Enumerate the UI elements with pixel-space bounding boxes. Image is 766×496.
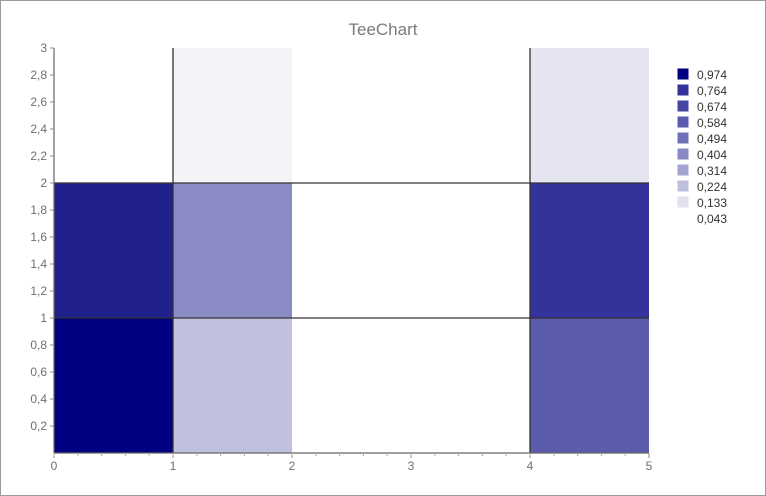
x-tick-label: 1 (170, 459, 177, 473)
heatmap-cell (292, 318, 530, 453)
y-tick-label: 1 (40, 311, 47, 325)
legend-label: 0,224 (697, 180, 727, 194)
heatmap-cell (173, 318, 292, 453)
heatmap-cell (54, 48, 173, 183)
x-tick-label: 0 (51, 459, 58, 473)
x-tick-label: 5 (646, 459, 653, 473)
heatmap-cell (530, 183, 649, 318)
y-tick-label: 2,6 (30, 95, 47, 109)
legend-swatch (678, 213, 688, 223)
heatmap-cells (54, 48, 649, 453)
y-tick-label: 0,6 (30, 365, 47, 379)
axes (53, 48, 649, 454)
legend-swatch (677, 196, 689, 208)
legend-swatch (677, 164, 689, 176)
legend-label: 0,764 (697, 84, 727, 98)
heatmap-cell (530, 318, 649, 453)
y-tick-label: 1,2 (30, 284, 47, 298)
legend-swatch (677, 180, 689, 192)
y-tick-label: 3 (40, 41, 47, 55)
y-tick-label: 2,8 (30, 68, 47, 82)
legend-label: 0,043 (697, 212, 727, 226)
heatmap-cell (54, 183, 173, 318)
legend-label: 0,674 (697, 100, 727, 114)
y-tick-label: 1,8 (30, 203, 47, 217)
y-tick-label: 0,4 (30, 392, 47, 406)
legend-label: 0,584 (697, 116, 727, 130)
legend-label: 0,974 (697, 68, 727, 82)
legend-label: 0,133 (697, 196, 727, 210)
heatmap-cell (173, 183, 292, 318)
legend-swatch (677, 132, 689, 144)
legend: 0,974 0,764 0,674 0,584 0,494 0,404 0,314 0,224… (677, 68, 727, 226)
legend-label: 0,314 (697, 164, 727, 178)
heatmap-cell (530, 48, 649, 183)
legend-swatch (677, 100, 689, 112)
chart-title: TeeChart (348, 20, 418, 39)
x-tick-label: 2 (289, 459, 296, 473)
x-tick-label: 4 (527, 459, 534, 473)
x-axis-ticks: 0 1 2 3 4 5 (51, 453, 653, 473)
heatmap-cell (292, 183, 530, 318)
heatmap-cell (54, 318, 173, 453)
heatmap-cell (173, 48, 292, 183)
y-tick-label: 2,4 (30, 122, 47, 136)
y-tick-label: 1,6 (30, 230, 47, 244)
y-tick-label: 2 (40, 176, 47, 190)
legend-swatch (677, 148, 689, 160)
y-tick-label: 2,2 (30, 149, 47, 163)
legend-swatch (677, 68, 689, 80)
y-tick-label: 0,8 (30, 338, 47, 352)
y-tick-label: 0,2 (30, 419, 47, 433)
y-tick-label: 1,4 (30, 257, 47, 271)
legend-swatch (677, 116, 689, 128)
legend-label: 0,404 (697, 148, 727, 162)
heatmap-cell (292, 48, 530, 183)
legend-swatch (677, 84, 689, 96)
x-tick-label: 3 (408, 459, 415, 473)
y-axis-ticks: 0,2 0,4 0,6 0,8 1 1,2 1,4 1,6 1,8 2 2,2 2,4 2,6 2,8 3 (30, 41, 54, 433)
cell-borders (54, 48, 649, 453)
legend-label: 0,494 (697, 132, 727, 146)
